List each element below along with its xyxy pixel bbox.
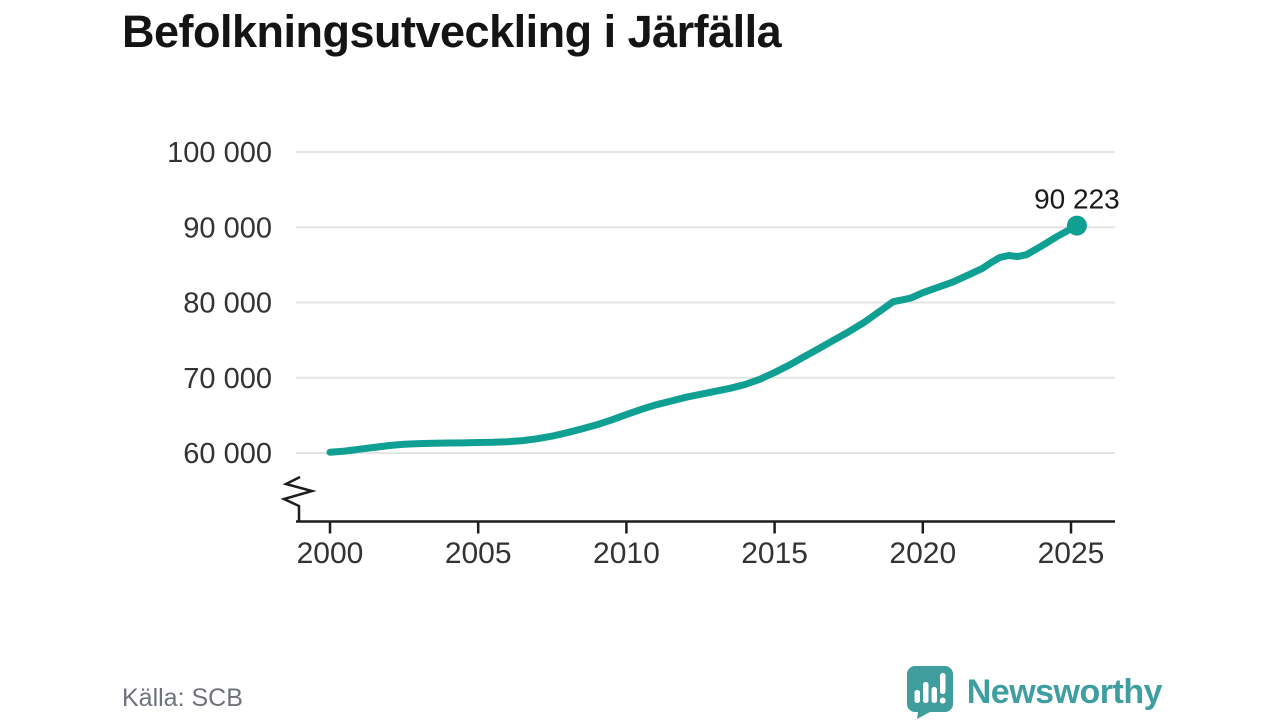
x-tick-label: 2005 xyxy=(445,537,512,570)
x-tick-label: 2025 xyxy=(1038,537,1105,570)
x-tick-label: 2015 xyxy=(741,537,808,570)
x-tick-label: 2020 xyxy=(889,537,956,570)
y-tick-label: 70 000 xyxy=(183,363,272,395)
x-tick-label: 2010 xyxy=(593,537,660,570)
newsworthy-logo: Newsworthy xyxy=(903,664,1163,720)
y-tick-label: 80 000 xyxy=(183,288,272,320)
source-label: Källa: SCB xyxy=(122,684,243,712)
y-tick-label: 100 000 xyxy=(167,137,272,169)
y-axis-break-icon xyxy=(280,475,317,521)
y-tick-label: 60 000 xyxy=(183,438,272,470)
x-tick-label: 2000 xyxy=(297,537,364,570)
newsworthy-wordmark: Newsworthy xyxy=(966,672,1163,711)
population-series-line xyxy=(326,222,1081,456)
y-tick-label: 90 000 xyxy=(183,212,272,244)
end-point-label: 90 223 xyxy=(1034,184,1120,215)
end-point-dot xyxy=(1066,215,1087,236)
newsworthy-bubble-chart-icon xyxy=(906,666,953,719)
chart-title: Befolkningsutveckling i Järfälla xyxy=(122,6,782,57)
